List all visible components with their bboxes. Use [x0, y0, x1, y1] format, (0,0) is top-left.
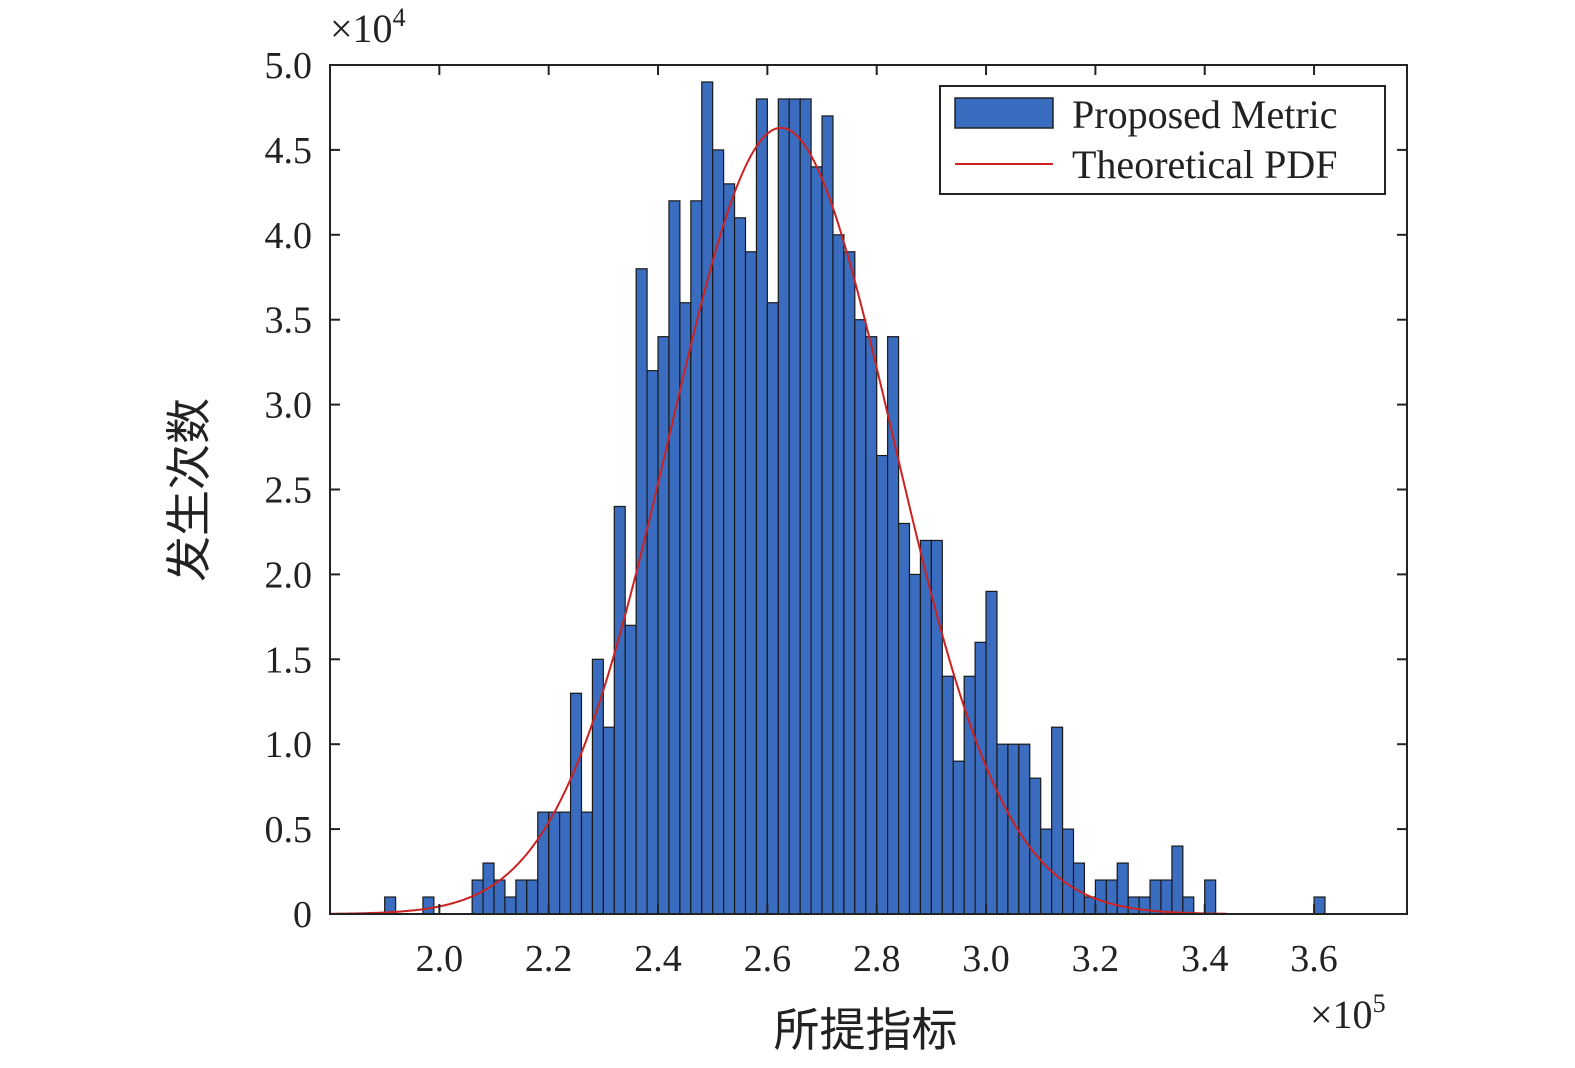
histogram-bar: [1083, 896, 1096, 915]
histogram-bar: [777, 98, 790, 915]
y-tick-label: 1.5: [265, 639, 313, 681]
histogram-bar: [515, 879, 528, 915]
histogram-bar: [897, 522, 911, 915]
histogram-bar: [1061, 828, 1075, 915]
histogram-bar: [985, 590, 998, 915]
histogram-bar: [919, 539, 932, 915]
y-axis-multiplier: ×104: [330, 3, 406, 51]
pdf-curve-layer: [329, 126, 1227, 915]
y-tick-label: 2.5: [265, 470, 313, 512]
histogram-bar: [580, 811, 594, 915]
histogram-bar: [974, 641, 987, 915]
bars-layer: [384, 81, 1326, 915]
histogram-bar: [701, 81, 714, 915]
x-tick-label: 3.6: [1290, 938, 1338, 980]
histogram-bar: [1094, 879, 1107, 915]
x-tick-label: 3.2: [1072, 938, 1120, 980]
histogram-bar: [548, 811, 561, 915]
histogram-bar: [876, 454, 889, 915]
x-tick-label: 2.4: [634, 938, 682, 980]
y-tick-label: 0: [293, 894, 312, 936]
y-ticks: 0 0.5 1.0 1.5 2.0 2.5 3.0 3.5 4.0 4.5 5.0: [265, 45, 1407, 936]
y-tick-label: 4.5: [265, 130, 313, 172]
histogram-bar: [471, 879, 484, 915]
x-tick-label: 2.2: [525, 938, 573, 980]
x-tick-label: 3.4: [1181, 938, 1229, 980]
pdf-curve: [329, 126, 1227, 915]
histogram-bar: [908, 573, 922, 915]
histogram-bar: [1182, 896, 1195, 915]
y-tick-label: 3.5: [265, 300, 313, 342]
histogram-bar: [930, 539, 943, 915]
histogram-bar: [504, 896, 517, 915]
histogram-bar: [569, 692, 583, 915]
histogram-bar: [657, 336, 670, 915]
histogram-bar: [679, 302, 692, 915]
histogram-bar: [526, 879, 539, 915]
x-axis-multiplier: ×105: [1310, 989, 1386, 1037]
histogram-bar: [712, 149, 725, 915]
histogram-bar: [1040, 828, 1053, 915]
histogram-bar: [832, 234, 845, 915]
x-axis-label: 所提指标: [774, 1005, 958, 1056]
legend-label-proposed-metric: Proposed Metric: [1072, 92, 1338, 137]
histogram-bar: [537, 811, 550, 915]
histogram-bar: [1171, 845, 1184, 915]
y-tick-label: 4.0: [265, 215, 313, 257]
histogram-bar: [723, 183, 736, 915]
histogram-bar: [941, 675, 954, 915]
histogram-bar: [1204, 879, 1217, 915]
legend-label-theoretical-pdf: Theoretical PDF: [1072, 142, 1338, 187]
x-tick-label: 3.0: [962, 938, 1010, 980]
y-tick-label: 1.0: [265, 724, 313, 766]
x-tick-label: 2.6: [744, 938, 792, 980]
legend: Proposed Metric Theoretical PDF: [939, 85, 1386, 195]
histogram-bar: [1313, 896, 1326, 915]
histogram-bar: [602, 726, 615, 915]
histogram-bar: [1051, 726, 1064, 915]
histogram-bar: [1149, 879, 1162, 915]
histogram-bar: [1105, 879, 1118, 915]
histogram-bar: [635, 268, 648, 915]
histogram-bar: [821, 115, 834, 915]
histogram-bar: [646, 370, 659, 915]
histogram-bar: [1127, 896, 1140, 915]
histogram-bar: [613, 505, 626, 915]
histogram-bar: [1160, 879, 1173, 915]
histogram-bar: [843, 251, 856, 915]
histogram-bar: [996, 743, 1009, 915]
x-tick-label: 2.8: [853, 938, 901, 980]
histogram-bar: [744, 251, 758, 915]
histogram-bar: [854, 319, 867, 915]
histogram-bar: [668, 200, 681, 915]
histogram-bar: [493, 879, 506, 915]
histogram-bar: [788, 98, 801, 915]
histogram-bar: [624, 624, 637, 915]
histogram-bar: [1138, 896, 1151, 915]
histogram-bar: [810, 166, 823, 915]
histogram-bar: [865, 336, 878, 915]
histogram-bar: [1029, 777, 1042, 915]
histogram-bar: [559, 811, 572, 915]
y-tick-label: 5.0: [265, 45, 313, 87]
histogram-bar: [766, 302, 779, 915]
histogram-bar: [952, 760, 965, 915]
x-ticks: 2.0 2.2 2.4 2.6 2.8 3.0 3.2 3.4 3.6: [416, 65, 1338, 980]
y-tick-label: 3.0: [265, 385, 313, 427]
histogram-bar: [799, 98, 812, 915]
histogram-bar: [1018, 743, 1031, 915]
histogram-bar: [733, 217, 747, 915]
y-axis-label: 发生次数: [164, 398, 215, 582]
y-tick-label: 0.5: [265, 809, 313, 851]
histogram-bar: [422, 896, 435, 915]
legend-swatch-bar: [954, 97, 1054, 129]
histogram-bar: [755, 98, 768, 915]
y-tick-label: 2.0: [265, 554, 313, 596]
x-tick-label: 2.0: [416, 938, 464, 980]
